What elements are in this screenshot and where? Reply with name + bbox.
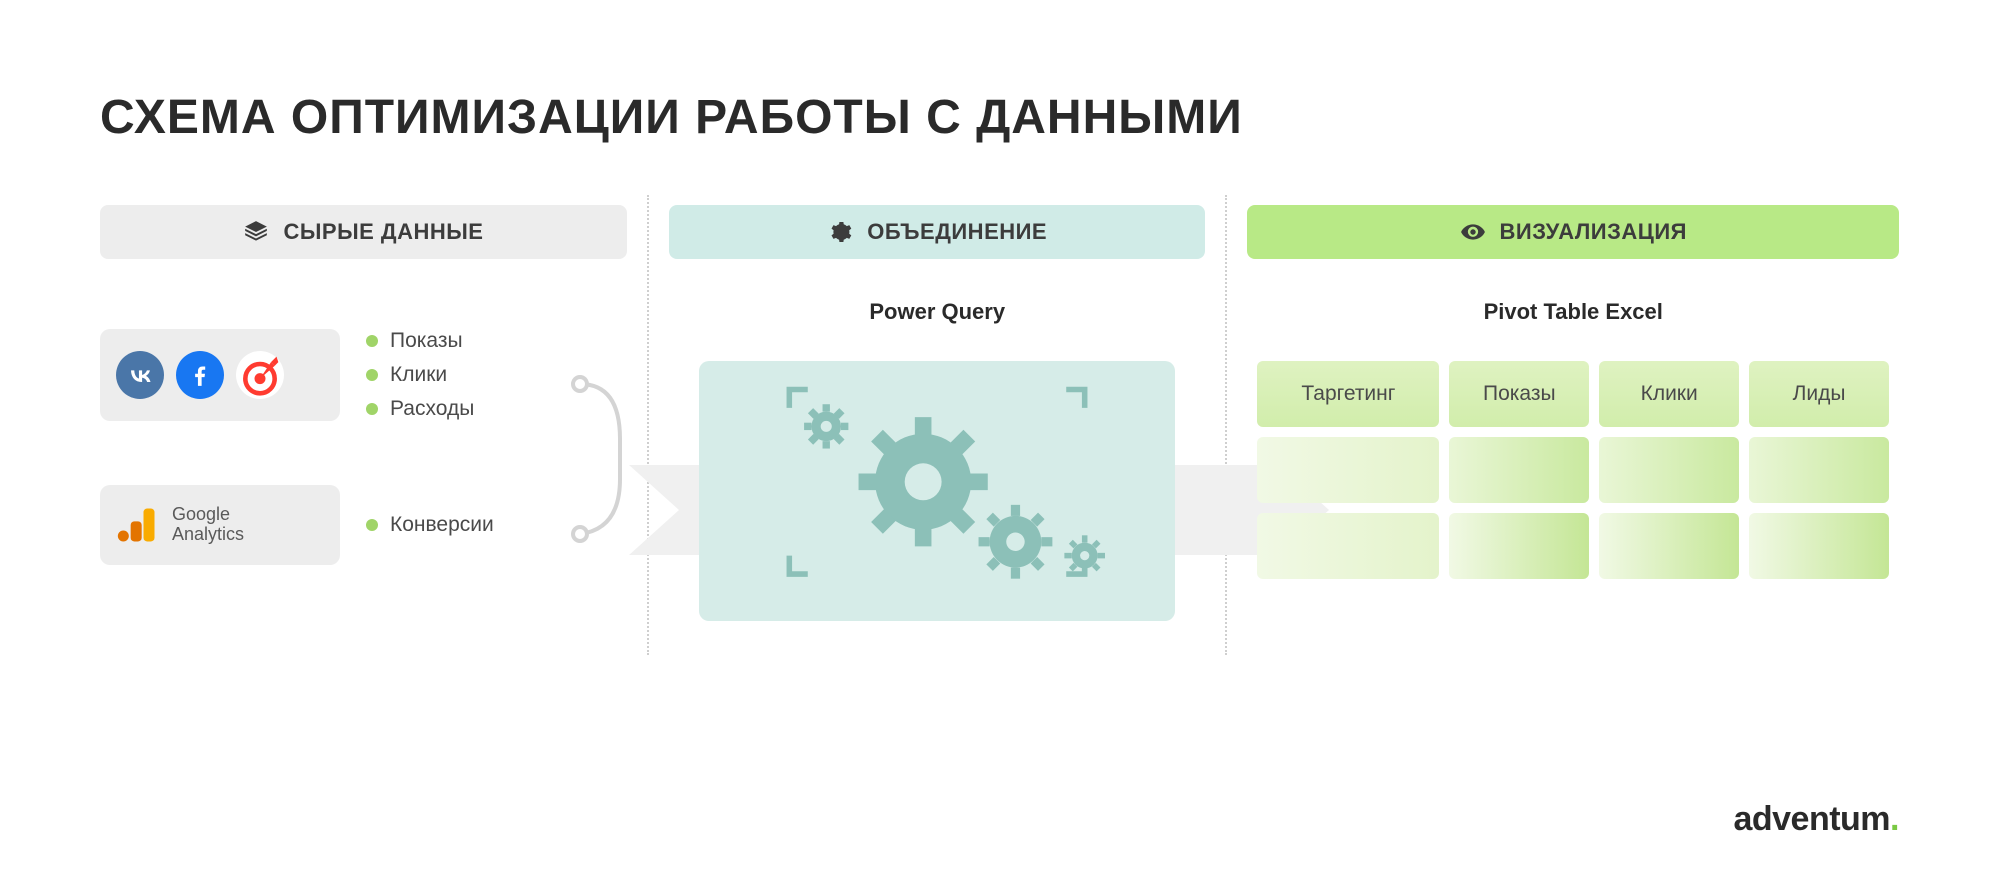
header-merge: ОБЪЕДИНЕНИЕ bbox=[669, 205, 1206, 259]
table-header-cell: Показы bbox=[1449, 361, 1589, 427]
facebook-icon bbox=[176, 351, 224, 399]
header-viz: ВИЗУАЛИЗАЦИЯ bbox=[1247, 205, 1899, 259]
metric-label: Показы bbox=[390, 329, 463, 353]
table-header-cell: Таргетинг bbox=[1257, 361, 1439, 427]
eye-icon bbox=[1460, 219, 1486, 245]
bullet-icon bbox=[366, 519, 378, 531]
gears-illustration bbox=[737, 371, 1137, 611]
column-divider bbox=[1225, 195, 1227, 655]
metric-label: Клики bbox=[390, 363, 447, 387]
table-cell bbox=[1749, 513, 1889, 579]
brand-text: adventum bbox=[1733, 800, 1890, 838]
bullet-icon bbox=[366, 403, 378, 415]
header-raw: СЫРЫЕ ДАННЫЕ bbox=[100, 205, 627, 259]
header-raw-label: СЫРЫЕ ДАННЫЕ bbox=[283, 219, 483, 245]
table-cell bbox=[1599, 437, 1739, 503]
metrics-social: Показы Клики Расходы bbox=[360, 329, 627, 421]
table-cell bbox=[1449, 437, 1589, 503]
merge-subtitle: Power Query bbox=[669, 299, 1206, 325]
brand-dot: . bbox=[1890, 800, 1899, 838]
list-item: Конверсии bbox=[366, 513, 627, 537]
social-sources-card bbox=[100, 329, 340, 421]
ga-source-card: Google Analytics bbox=[100, 485, 340, 565]
diagram-columns: СЫРЫЕ ДАННЫЕ Показы Клики Расходы bbox=[100, 205, 1899, 655]
google-analytics-icon bbox=[116, 503, 160, 547]
layers-icon bbox=[243, 219, 269, 245]
list-item: Показы bbox=[366, 329, 627, 353]
gear-illustration-box bbox=[699, 361, 1176, 621]
ga-label-line1: Google bbox=[172, 505, 244, 525]
table-cell bbox=[1749, 437, 1889, 503]
ga-label-line2: Analytics bbox=[172, 525, 244, 545]
header-viz-label: ВИЗУАЛИЗАЦИЯ bbox=[1500, 219, 1687, 245]
list-item: Клики bbox=[366, 363, 627, 387]
table-cell bbox=[1599, 513, 1739, 579]
table-cell bbox=[1449, 513, 1589, 579]
column-raw-data: СЫРЫЕ ДАННЫЕ Показы Клики Расходы bbox=[100, 205, 627, 655]
pivot-table: Таргетинг Показы Клики Лиды bbox=[1257, 361, 1889, 579]
viz-subtitle: Pivot Table Excel bbox=[1247, 299, 1899, 325]
table-cell bbox=[1257, 513, 1439, 579]
ga-label: Google Analytics bbox=[172, 505, 244, 545]
metric-label: Конверсии bbox=[390, 513, 494, 537]
list-item: Расходы bbox=[366, 397, 627, 421]
table-cell bbox=[1257, 437, 1439, 503]
table-header-cell: Клики bbox=[1599, 361, 1739, 427]
column-visualization: ВИЗУАЛИЗАЦИЯ Pivot Table Excel Таргетинг… bbox=[1247, 205, 1899, 655]
bullet-icon bbox=[366, 369, 378, 381]
metrics-ga: Конверсии bbox=[360, 485, 627, 565]
bullet-icon bbox=[366, 335, 378, 347]
column-merge: ОБЪЕДИНЕНИЕ Power Query bbox=[669, 205, 1206, 655]
table-header-cell: Лиды bbox=[1749, 361, 1889, 427]
target-icon bbox=[236, 351, 284, 399]
metric-label: Расходы bbox=[390, 397, 474, 421]
page-title: СХЕМА ОПТИМИЗАЦИИ РАБОТЫ С ДАННЫМИ bbox=[100, 90, 1899, 145]
raw-grid: Показы Клики Расходы Google Analytics bbox=[100, 329, 627, 565]
column-divider bbox=[647, 195, 649, 655]
header-merge-label: ОБЪЕДИНЕНИЕ bbox=[867, 219, 1047, 245]
gear-icon bbox=[827, 219, 853, 245]
vk-icon bbox=[116, 351, 164, 399]
brand-logo: adventum. bbox=[1733, 800, 1899, 839]
